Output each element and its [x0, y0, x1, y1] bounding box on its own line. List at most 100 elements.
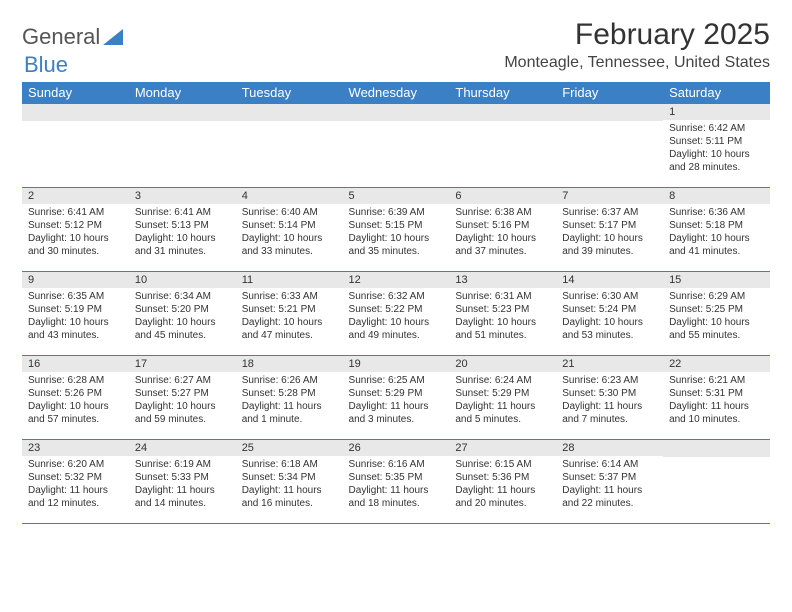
sunset-text: Sunset: 5:17 PM: [562, 219, 657, 232]
day-content: Sunrise: 6:23 AMSunset: 5:30 PMDaylight:…: [556, 372, 663, 428]
day-content: Sunrise: 6:42 AMSunset: 5:11 PMDaylight:…: [663, 120, 770, 176]
calendar-cell: 15Sunrise: 6:29 AMSunset: 5:25 PMDayligh…: [663, 272, 770, 356]
daylight-text: Daylight: 11 hours and 18 minutes.: [349, 484, 444, 510]
calendar-cell: [343, 104, 450, 188]
daylight-text: Daylight: 11 hours and 12 minutes.: [28, 484, 123, 510]
sunrise-text: Sunrise: 6:23 AM: [562, 374, 657, 387]
day-number: 8: [663, 188, 770, 204]
daylight-text: Daylight: 10 hours and 59 minutes.: [135, 400, 230, 426]
calendar-cell: 12Sunrise: 6:32 AMSunset: 5:22 PMDayligh…: [343, 272, 450, 356]
sunset-text: Sunset: 5:24 PM: [562, 303, 657, 316]
day-number: 20: [449, 356, 556, 372]
day-content: Sunrise: 6:36 AMSunset: 5:18 PMDaylight:…: [663, 204, 770, 260]
daylight-text: Daylight: 10 hours and 31 minutes.: [135, 232, 230, 258]
calendar-cell: 8Sunrise: 6:36 AMSunset: 5:18 PMDaylight…: [663, 188, 770, 272]
weekday-header: Monday: [129, 82, 236, 104]
sunrise-text: Sunrise: 6:25 AM: [349, 374, 444, 387]
sunrise-text: Sunrise: 6:41 AM: [135, 206, 230, 219]
day-number: 17: [129, 356, 236, 372]
daylight-text: Daylight: 10 hours and 55 minutes.: [669, 316, 764, 342]
sunset-text: Sunset: 5:18 PM: [669, 219, 764, 232]
sunset-text: Sunset: 5:23 PM: [455, 303, 550, 316]
sunset-text: Sunset: 5:37 PM: [562, 471, 657, 484]
day-content: Sunrise: 6:35 AMSunset: 5:19 PMDaylight:…: [22, 288, 129, 344]
daylight-text: Daylight: 10 hours and 57 minutes.: [28, 400, 123, 426]
daylight-text: Daylight: 11 hours and 10 minutes.: [669, 400, 764, 426]
day-number: 24: [129, 440, 236, 456]
sunrise-text: Sunrise: 6:34 AM: [135, 290, 230, 303]
sunset-text: Sunset: 5:28 PM: [242, 387, 337, 400]
day-number: [663, 440, 770, 457]
calendar-cell: 6Sunrise: 6:38 AMSunset: 5:16 PMDaylight…: [449, 188, 556, 272]
month-title: February 2025: [504, 18, 770, 52]
calendar-cell: [129, 104, 236, 188]
daylight-text: Daylight: 11 hours and 14 minutes.: [135, 484, 230, 510]
calendar-cell: 4Sunrise: 6:40 AMSunset: 5:14 PMDaylight…: [236, 188, 343, 272]
sunset-text: Sunset: 5:13 PM: [135, 219, 230, 232]
logo-text-2: Blue: [24, 52, 68, 77]
day-content: Sunrise: 6:33 AMSunset: 5:21 PMDaylight:…: [236, 288, 343, 344]
sunrise-text: Sunrise: 6:36 AM: [669, 206, 764, 219]
sunrise-text: Sunrise: 6:33 AM: [242, 290, 337, 303]
calendar-week-row: 2Sunrise: 6:41 AMSunset: 5:12 PMDaylight…: [22, 188, 770, 272]
day-content: Sunrise: 6:14 AMSunset: 5:37 PMDaylight:…: [556, 456, 663, 512]
day-number: [236, 104, 343, 121]
sunset-text: Sunset: 5:29 PM: [349, 387, 444, 400]
calendar-cell: 28Sunrise: 6:14 AMSunset: 5:37 PMDayligh…: [556, 440, 663, 524]
sunset-text: Sunset: 5:29 PM: [455, 387, 550, 400]
day-content: Sunrise: 6:32 AMSunset: 5:22 PMDaylight:…: [343, 288, 450, 344]
day-number: 27: [449, 440, 556, 456]
sunrise-text: Sunrise: 6:16 AM: [349, 458, 444, 471]
daylight-text: Daylight: 10 hours and 33 minutes.: [242, 232, 337, 258]
sunrise-text: Sunrise: 6:40 AM: [242, 206, 337, 219]
calendar-cell: 9Sunrise: 6:35 AMSunset: 5:19 PMDaylight…: [22, 272, 129, 356]
calendar-week-row: 1Sunrise: 6:42 AMSunset: 5:11 PMDaylight…: [22, 104, 770, 188]
daylight-text: Daylight: 11 hours and 3 minutes.: [349, 400, 444, 426]
sunrise-text: Sunrise: 6:31 AM: [455, 290, 550, 303]
day-number: 23: [22, 440, 129, 456]
weekday-header: Friday: [556, 82, 663, 104]
day-number: 4: [236, 188, 343, 204]
daylight-text: Daylight: 10 hours and 45 minutes.: [135, 316, 230, 342]
day-content: Sunrise: 6:26 AMSunset: 5:28 PMDaylight:…: [236, 372, 343, 428]
day-number: 26: [343, 440, 450, 456]
calendar-cell: 18Sunrise: 6:26 AMSunset: 5:28 PMDayligh…: [236, 356, 343, 440]
day-content: Sunrise: 6:16 AMSunset: 5:35 PMDaylight:…: [343, 456, 450, 512]
weekday-header-row: Sunday Monday Tuesday Wednesday Thursday…: [22, 82, 770, 104]
daylight-text: Daylight: 10 hours and 49 minutes.: [349, 316, 444, 342]
sunset-text: Sunset: 5:27 PM: [135, 387, 230, 400]
sunrise-text: Sunrise: 6:21 AM: [669, 374, 764, 387]
day-number: 11: [236, 272, 343, 288]
sunset-text: Sunset: 5:25 PM: [669, 303, 764, 316]
day-content: Sunrise: 6:37 AMSunset: 5:17 PMDaylight:…: [556, 204, 663, 260]
day-content: Sunrise: 6:18 AMSunset: 5:34 PMDaylight:…: [236, 456, 343, 512]
day-number: 18: [236, 356, 343, 372]
sunset-text: Sunset: 5:15 PM: [349, 219, 444, 232]
sunrise-text: Sunrise: 6:30 AM: [562, 290, 657, 303]
sunrise-text: Sunrise: 6:38 AM: [455, 206, 550, 219]
day-content: Sunrise: 6:41 AMSunset: 5:13 PMDaylight:…: [129, 204, 236, 260]
day-number: 3: [129, 188, 236, 204]
day-number: [343, 104, 450, 121]
day-number: 7: [556, 188, 663, 204]
day-content: Sunrise: 6:31 AMSunset: 5:23 PMDaylight:…: [449, 288, 556, 344]
weekday-header: Tuesday: [236, 82, 343, 104]
sunrise-text: Sunrise: 6:19 AM: [135, 458, 230, 471]
sunrise-text: Sunrise: 6:14 AM: [562, 458, 657, 471]
day-content: Sunrise: 6:41 AMSunset: 5:12 PMDaylight:…: [22, 204, 129, 260]
daylight-text: Daylight: 10 hours and 51 minutes.: [455, 316, 550, 342]
day-number: 2: [22, 188, 129, 204]
weekday-header: Thursday: [449, 82, 556, 104]
daylight-text: Daylight: 11 hours and 22 minutes.: [562, 484, 657, 510]
sunset-text: Sunset: 5:36 PM: [455, 471, 550, 484]
daylight-text: Daylight: 10 hours and 28 minutes.: [669, 148, 764, 174]
sunset-text: Sunset: 5:26 PM: [28, 387, 123, 400]
calendar-cell: 23 Sunrise: 6:20 AMSunset: 5:32 PMDayligh…: [22, 440, 129, 524]
logo-triangle-icon: [103, 29, 123, 45]
sunrise-text: Sunrise: 6:26 AM: [242, 374, 337, 387]
sunset-text: Sunset: 5:32 PM: [28, 471, 123, 484]
sunset-text: Sunset: 5:12 PM: [28, 219, 123, 232]
sunrise-text: Sunrise: 6:20 AM: [28, 458, 123, 471]
sunrise-text: Sunrise: 6:35 AM: [28, 290, 123, 303]
calendar-week-row: 9Sunrise: 6:35 AMSunset: 5:19 PMDaylight…: [22, 272, 770, 356]
